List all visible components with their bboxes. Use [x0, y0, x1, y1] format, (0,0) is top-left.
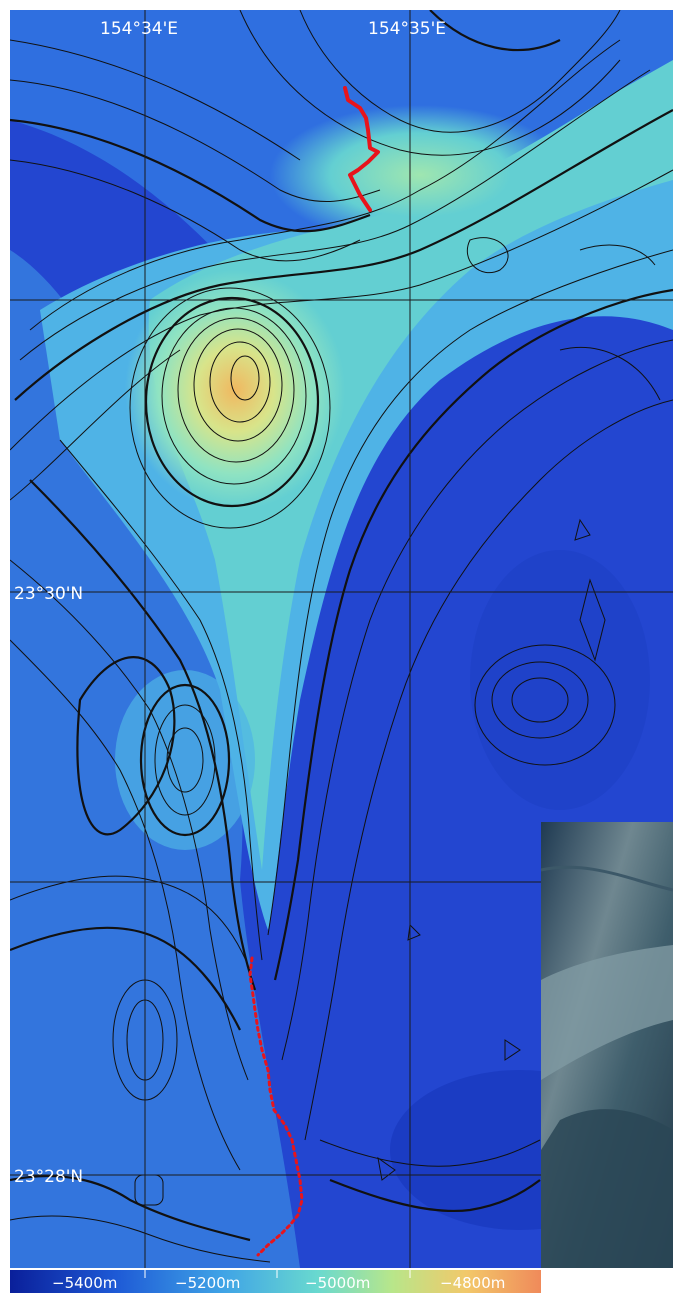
longitude-label-east: 154°35'E	[368, 19, 446, 39]
east-basin	[470, 550, 650, 810]
map-area	[10, 10, 673, 1268]
grid-lines	[10, 10, 673, 1268]
colorbar-tick-label: −5200m	[175, 1274, 240, 1292]
latitude-label-south: 23°28'N	[14, 1167, 83, 1187]
latitude-label-north: 23°30'N	[14, 584, 83, 604]
dive-track-south	[248, 956, 304, 1257]
longitude-label-west: 154°34'E	[100, 19, 178, 39]
seafloor-photo-inset	[540, 822, 673, 1268]
depth-colorbar: −5400m −5200m −5000m −4800m	[10, 1270, 673, 1293]
colorbar-tick-label: −4800m	[440, 1274, 505, 1292]
north-ridge-zone	[270, 105, 570, 245]
south-spur-zone	[115, 670, 255, 850]
colorbar-tick-label: −5000m	[305, 1274, 370, 1292]
summit-zone	[125, 270, 345, 510]
ridge-crest	[148, 60, 673, 870]
contour-lines	[10, 10, 673, 1263]
dive-track-north	[343, 86, 380, 212]
colorbar-tick-label: −5400m	[52, 1274, 117, 1292]
